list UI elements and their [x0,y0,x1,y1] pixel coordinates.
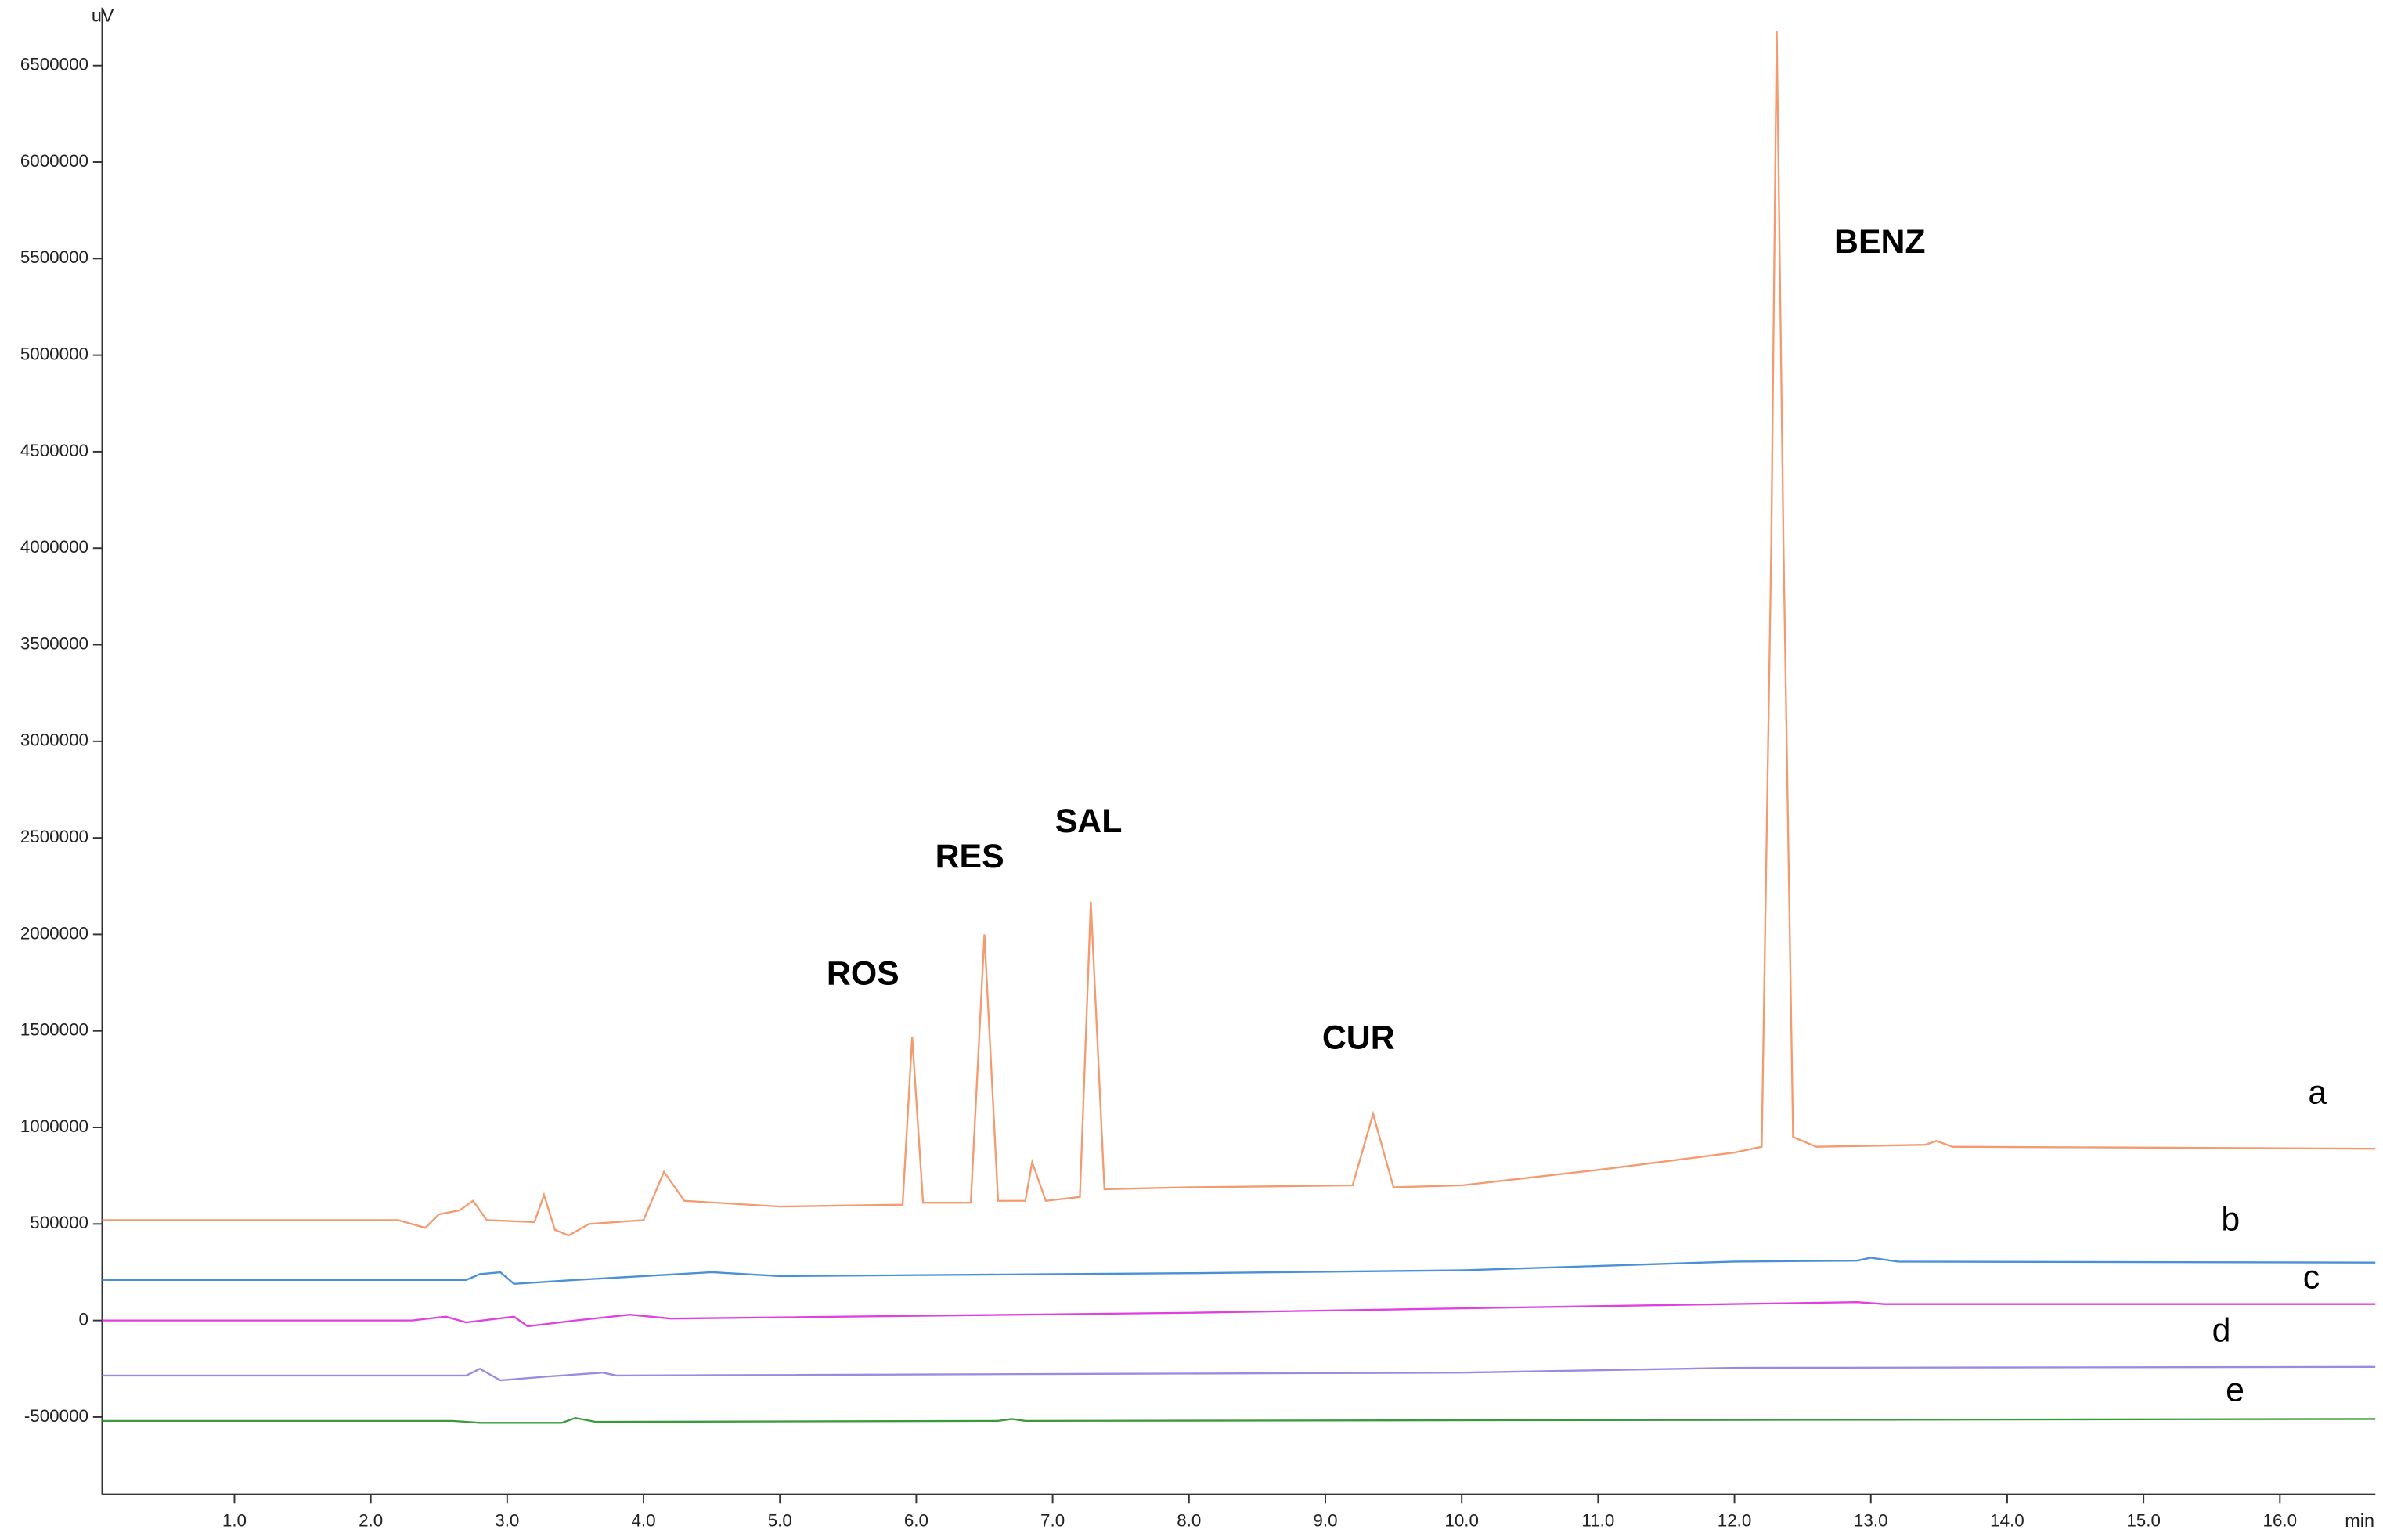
x-tick-label: 12.0 [1718,1511,1752,1531]
x-tick-label: 8.0 [1177,1511,1201,1531]
series-line [102,1257,2376,1285]
x-tick-label: 2.0 [359,1511,383,1531]
peak-annotation: ROS [827,955,899,993]
y-unit: uV [92,5,114,26]
series-label: c [2303,1258,2320,1296]
x-tick-label: 4.0 [631,1511,655,1531]
peak-annotation: BENZ [1834,223,1926,261]
y-tick-label: -500000 [24,1406,88,1426]
y-tick-label: 2500000 [20,827,88,846]
y-tick-label: 5500000 [20,247,88,267]
y-tick-label: 6500000 [20,55,88,74]
series-line [102,1365,2376,1382]
x-tick-label: 5.0 [768,1511,792,1531]
peak-annotation: RES [936,838,1004,875]
y-tick-label: 4500000 [20,441,88,460]
peak-annotation: CUR [1322,1019,1395,1057]
y-tick-label: 4000000 [20,537,88,557]
series-line [102,1416,2376,1424]
x-tick-label: 9.0 [1313,1511,1337,1531]
y-tick-label: 0 [79,1310,88,1329]
x-unit: min [2345,1510,2374,1531]
y-tick-label: 1000000 [20,1116,88,1136]
x-tick-label: 15.0 [2126,1511,2161,1531]
series-line [102,1301,2376,1328]
peak-annotation: SAL [1055,802,1123,840]
y-tick-label: 500000 [30,1213,88,1232]
series-label: e [2226,1371,2244,1408]
x-tick-label: 11.0 [1581,1511,1614,1531]
x-tick-label: 1.0 [222,1511,247,1531]
y-tick-label: 3500000 [20,633,88,653]
y-tick-label: 1500000 [20,1020,88,1040]
series-label: b [2221,1200,2240,1238]
x-tick-label: 6.0 [904,1511,928,1531]
y-tick-label: 6000000 [20,151,88,171]
y-tick-label: 2000000 [20,923,88,943]
x-tick-label: 7.0 [1040,1511,1065,1531]
series-label: a [2308,1074,2327,1112]
y-tick-label: 3000000 [20,730,88,750]
x-tick-label: 14.0 [1990,1511,2024,1531]
series-line [102,31,2376,1237]
x-tick-label: 3.0 [495,1511,519,1531]
x-tick-label: 13.0 [1854,1511,1888,1531]
x-tick-label: 16.0 [2263,1511,2298,1531]
x-tick-label: 10.0 [1444,1511,1479,1531]
series-label: d [2212,1311,2231,1349]
y-tick-label: 5000000 [20,344,88,364]
